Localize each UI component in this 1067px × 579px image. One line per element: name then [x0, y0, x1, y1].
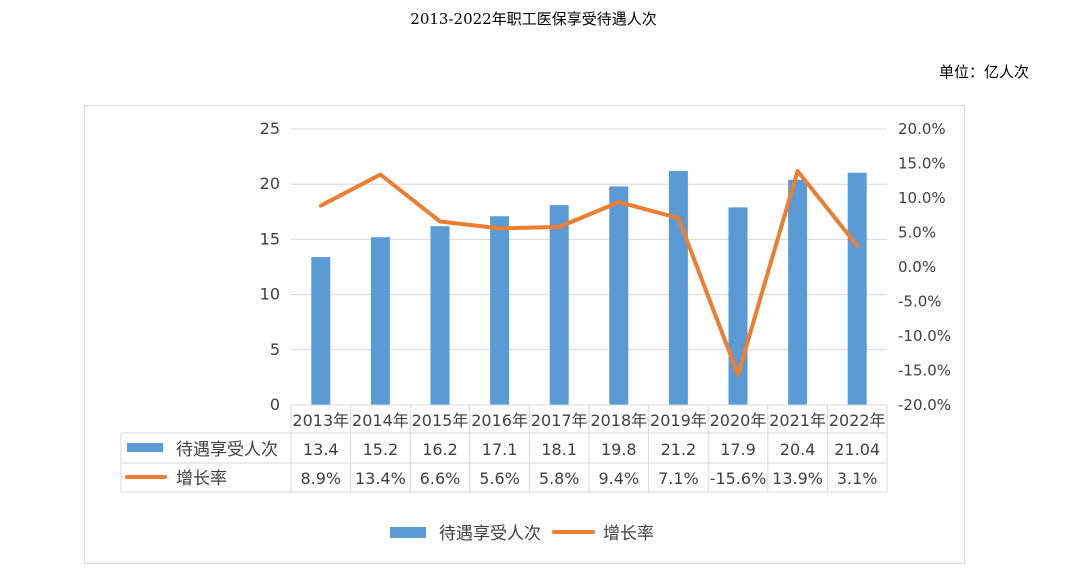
x-category-label: 2015年	[412, 411, 469, 430]
y-left-tick-label: 5	[270, 340, 280, 359]
chart-title: 2013-2022年职工医保享受待遇人次	[410, 10, 657, 28]
data-label: 6.6%	[420, 469, 461, 488]
data-label: 3.1%	[837, 469, 878, 488]
y-right-tick-label: 15.0%	[898, 155, 946, 173]
y-right-tick-label: -10.0%	[898, 327, 951, 345]
data-label: 21.04	[834, 440, 880, 459]
x-category-label: 2019年	[650, 411, 707, 430]
data-label: 17.9	[720, 440, 756, 459]
x-category-label: 2018年	[590, 411, 647, 430]
data-label: 16.2	[422, 440, 458, 459]
data-label: 8.9%	[300, 469, 341, 488]
bar	[430, 226, 450, 405]
unit-label: 单位：亿人次	[938, 63, 1029, 81]
data-label: 5.6%	[479, 469, 520, 488]
y-left-tick-label: 25	[260, 119, 280, 138]
growth-rate-line	[318, 169, 860, 377]
x-category-label: 2022年	[829, 411, 886, 430]
y-left-tick-label: 10	[260, 285, 280, 304]
data-label: 21.2	[661, 440, 697, 459]
data-label: 13.4	[303, 440, 339, 459]
data-label: 20.4	[780, 440, 816, 459]
bar	[847, 172, 867, 405]
chart-frame	[84, 105, 965, 564]
table-series-name: 增长率	[176, 469, 227, 489]
data-label: -15.6%	[710, 469, 767, 488]
data-label: 15.2	[363, 440, 399, 459]
data-label: 17.1	[482, 440, 518, 459]
y-right-tick-label: 20.0%	[898, 120, 946, 138]
x-category-label: 2014年	[352, 411, 409, 430]
y-right-tick-label: -20.0%	[898, 396, 951, 414]
y-left-tick-label: 20	[260, 174, 280, 193]
x-category-label: 2013年	[292, 411, 349, 430]
y-right-tick-label: 0.0%	[898, 258, 936, 276]
data-label: 9.4%	[598, 469, 639, 488]
data-label: 5.8%	[539, 469, 580, 488]
bar	[311, 257, 331, 405]
bar	[668, 170, 688, 405]
legend-bar-key	[390, 527, 426, 538]
data-label: 18.1	[541, 440, 577, 459]
y-left-tick-label: 0	[270, 395, 280, 414]
y-right-tick-label: 10.0%	[898, 189, 946, 207]
table-series-name: 待遇享受人次	[176, 440, 278, 460]
y-left-tick-label: 15	[260, 229, 280, 248]
x-category-label: 2021年	[769, 411, 826, 430]
y-right-tick-label: -15.0%	[898, 362, 951, 380]
bar	[549, 205, 569, 405]
data-label: 7.1%	[658, 469, 699, 488]
data-label: 19.8	[601, 440, 637, 459]
table-bar-key	[127, 443, 163, 452]
data-label: 13.4%	[355, 469, 406, 488]
x-category-label: 2017年	[531, 411, 588, 430]
bar	[609, 186, 629, 405]
data-label: 13.9%	[772, 469, 823, 488]
bar	[370, 237, 390, 405]
y-right-tick-label: 5.0%	[898, 224, 936, 242]
x-category-label: 2016年	[471, 411, 528, 430]
bar	[788, 179, 808, 405]
y-right-tick-label: -5.0%	[898, 293, 942, 311]
legend-label: 增长率	[603, 524, 654, 544]
legend-label: 待遇享受人次	[439, 524, 541, 544]
x-category-label: 2020年	[710, 411, 767, 430]
bar	[490, 216, 510, 405]
